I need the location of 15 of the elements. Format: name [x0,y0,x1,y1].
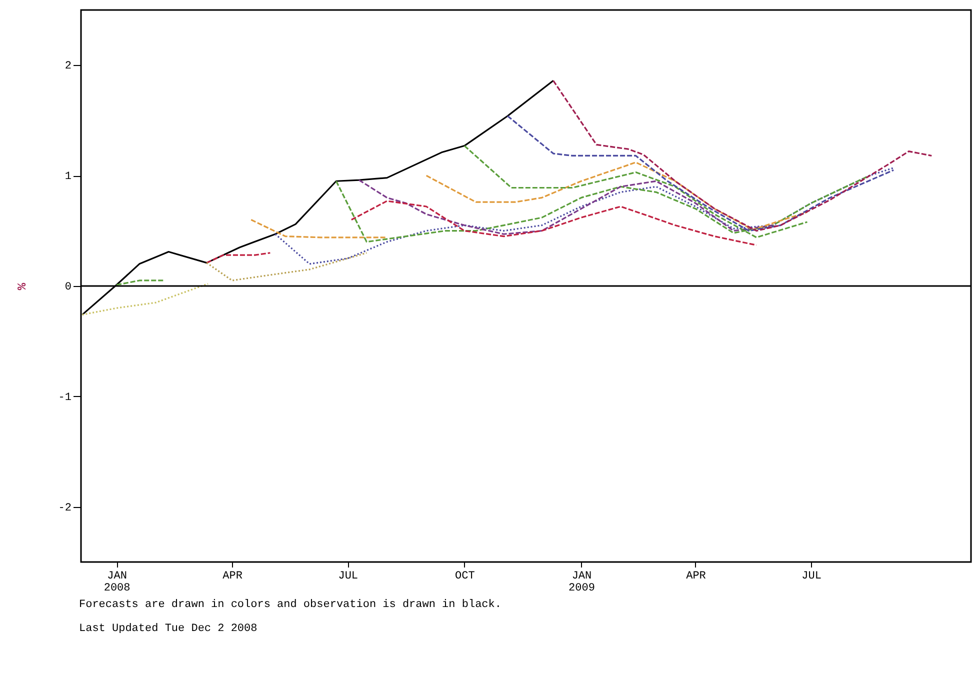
x-tick-label: JUL [338,570,358,582]
y-tick-label: 0 [64,282,72,294]
text: Last Updated Tue Dec 2 2008 [79,623,258,635]
text: Forecasts are drawn in colors and observation is drawn in black. [79,599,502,611]
y-tick-label: -2 [58,502,72,514]
x-tick-label: JAN 2008 [104,570,130,594]
y-tick-label: 1 [64,171,72,184]
y-tick-label: -1 [58,392,72,404]
x-tick-label: JUL [802,570,822,582]
x-tick-label: APR [686,570,706,582]
y-tick-label: 2 [64,60,72,73]
x-tick-label: OCT [455,570,476,582]
x-tick-label: JAN 2009 [568,570,595,594]
x-tick-label: APR [222,570,243,582]
y-axis-title: % [15,282,30,290]
